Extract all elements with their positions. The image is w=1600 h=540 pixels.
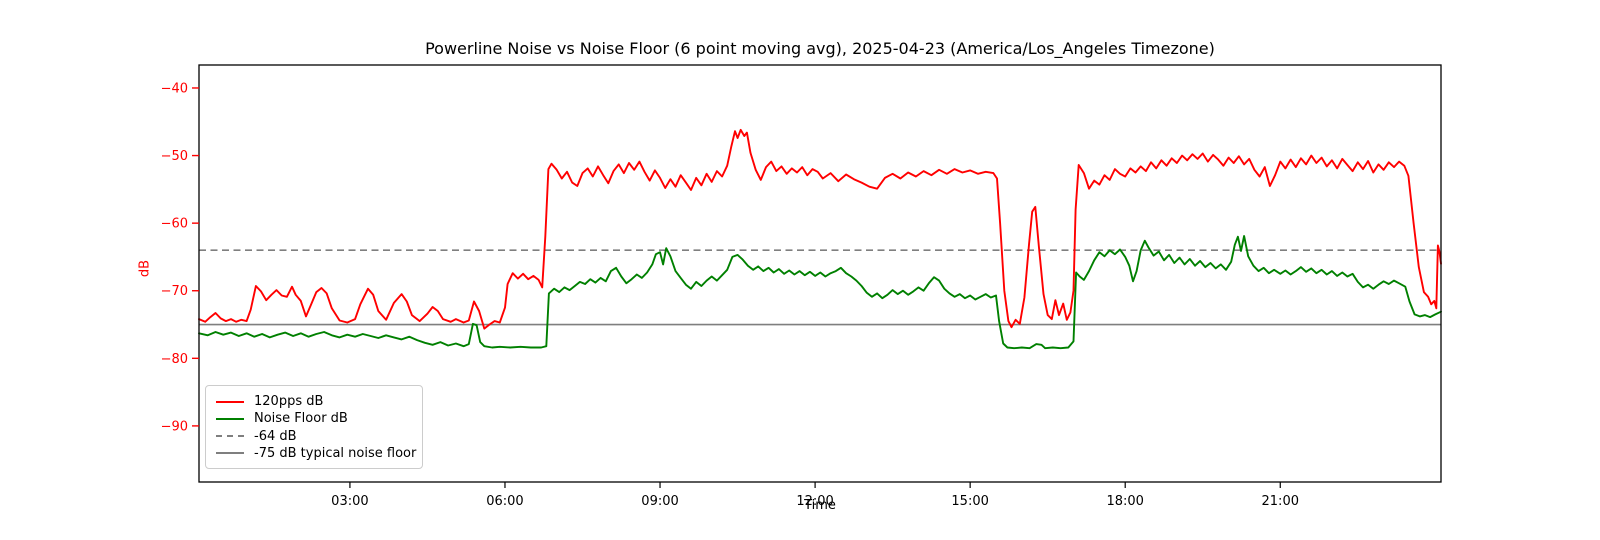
- legend-red-line-swatch: [216, 400, 244, 403]
- x-axis-label: Time: [804, 498, 836, 513]
- x-tick-label: 06:00: [486, 494, 523, 509]
- legend-label-120pps: 120pps dB: [254, 394, 324, 409]
- x-tick-label: 09:00: [641, 494, 678, 509]
- legend-dashed-line-swatch: [216, 435, 244, 438]
- series-line-120pps: [198, 128, 1442, 330]
- legend-green-line-swatch: [216, 417, 244, 420]
- x-tick-label: 21:00: [1262, 494, 1299, 509]
- legend-label-ref-75: -75 dB typical noise floor: [254, 445, 417, 461]
- y-tick-label: −40: [161, 81, 188, 96]
- plot-border: [198, 64, 1442, 483]
- x-tick-label: 03:00: [331, 494, 368, 509]
- legend-label-noise-floor: Noise Floor dB: [254, 411, 348, 427]
- legend-item-120pps: 120pps dB: [216, 393, 412, 410]
- y-tick-label: −90: [161, 419, 188, 434]
- y-tick-label: −60: [161, 217, 188, 232]
- x-tick-label: 15:00: [951, 494, 988, 509]
- y-tick-label: −80: [161, 352, 188, 367]
- legend-item-ref-75: -75 dB typical noise floor: [216, 445, 416, 462]
- chart-title: Powerline Noise vs Noise Floor (6 point …: [425, 39, 1215, 58]
- y-tick-label: −70: [161, 284, 188, 299]
- legend-item-noise-floor: Noise Floor dB: [216, 410, 412, 427]
- series-line-noise-floor: [198, 235, 1442, 350]
- x-tick-label: 12:00: [796, 494, 833, 509]
- legend-item-ref-64: -64 dB: [216, 428, 412, 445]
- y-axis-label: dB: [137, 259, 153, 278]
- legend-gray-line-swatch: [216, 452, 244, 455]
- x-tick-label: 18:00: [1106, 494, 1143, 509]
- legend-label-ref-64: -64 dB: [254, 428, 297, 444]
- y-tick-label: −50: [161, 149, 188, 164]
- chart-legend: 120pps dB Noise Floor dB -64 dB -75 dB t…: [205, 385, 423, 469]
